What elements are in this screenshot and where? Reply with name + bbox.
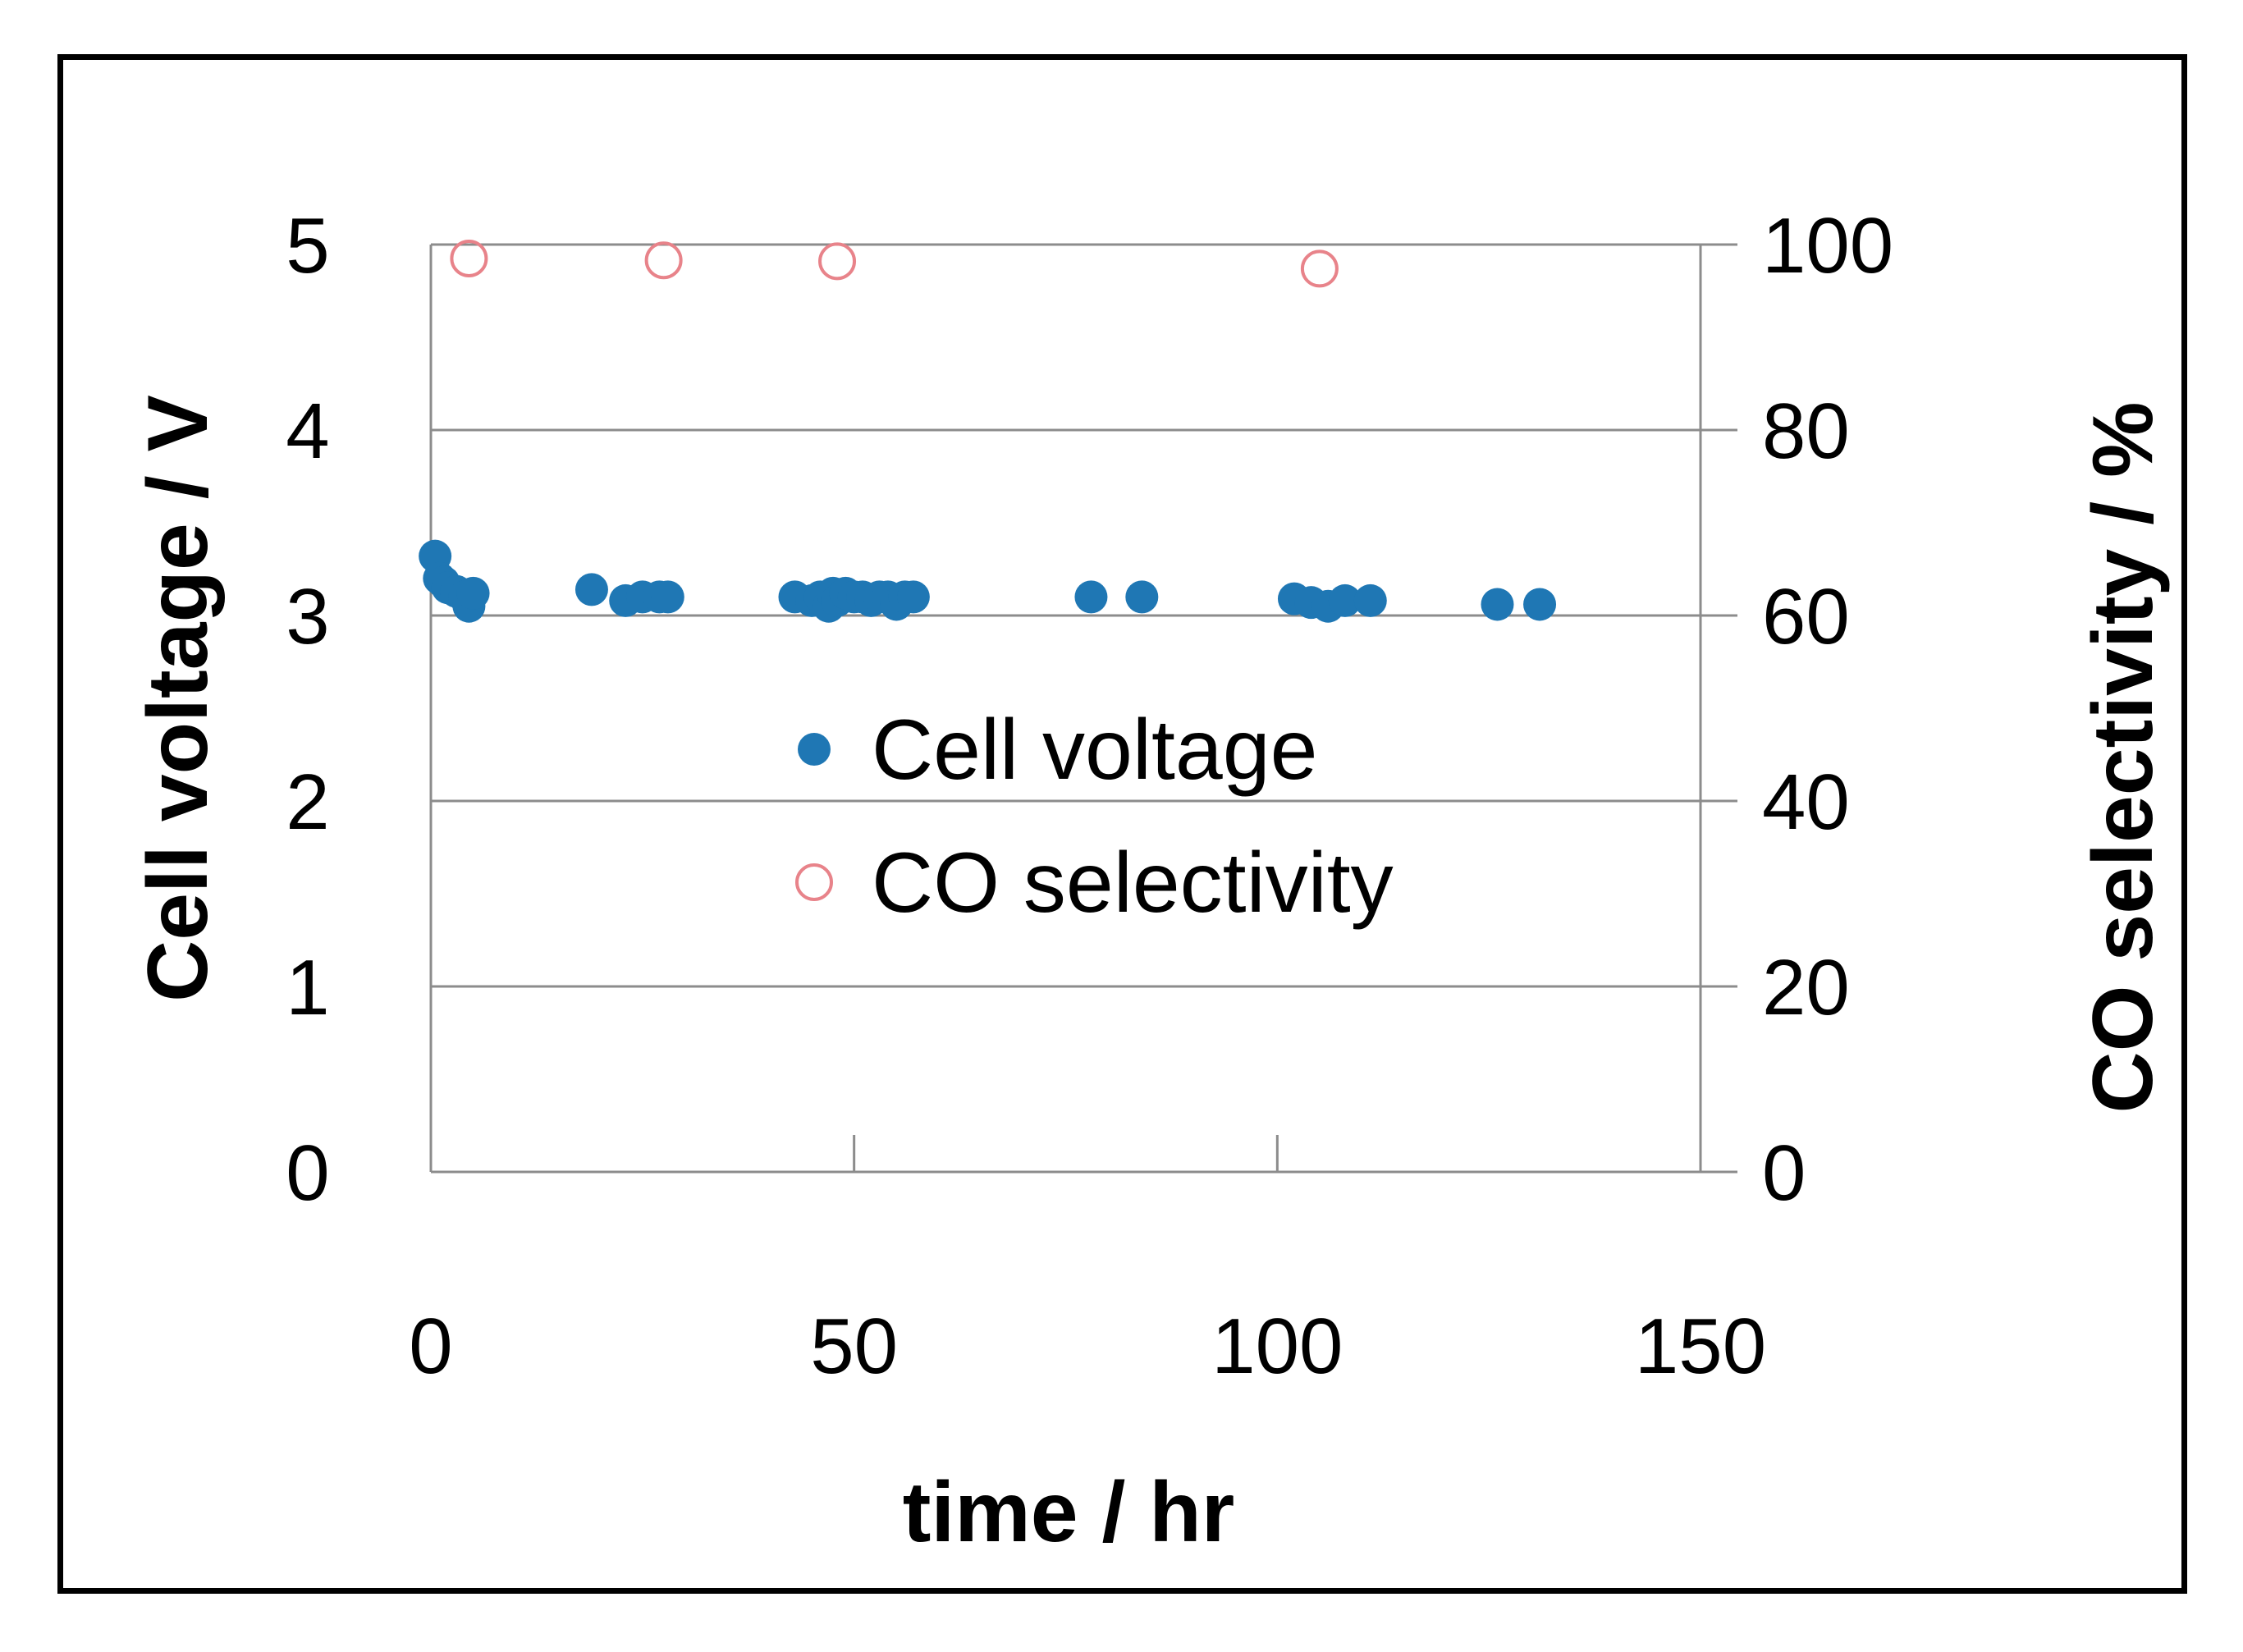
y-tick-label-5: 5 — [286, 202, 329, 290]
co-selectivity-point-3 — [1300, 249, 1339, 288]
y-tick-label-3: 3 — [286, 573, 329, 661]
left-axis-ticks: 0 1 2 3 4 5 — [286, 202, 329, 1217]
legend-marker-co-selectivity — [795, 863, 833, 901]
legend: Cell voltage CO selectivity — [795, 702, 1394, 931]
y2-tick-label-0: 0 — [1762, 1129, 1806, 1217]
x-tick-label-150: 150 — [1635, 1302, 1766, 1390]
y-tick-label-2: 2 — [286, 758, 329, 846]
co-selectivity-point-2 — [818, 242, 857, 281]
right-axis-ticks: 0 20 40 60 80 100 — [1762, 202, 1893, 1217]
y-tick-label-0: 0 — [286, 1129, 329, 1217]
cell-voltage-point-33 — [1328, 583, 1362, 617]
cell-voltage-point-12 — [651, 580, 684, 614]
y2-tick-label-100: 100 — [1762, 202, 1893, 290]
legend-marker-cell-voltage — [798, 733, 831, 766]
cell-voltage-point-29 — [1125, 580, 1159, 614]
co-selectivity-point-0 — [450, 239, 488, 277]
y-tick-label-1: 1 — [286, 944, 329, 1032]
cell-voltage-point-34 — [1353, 583, 1387, 617]
cell-voltage-point-27 — [896, 580, 930, 614]
y2-tick-label-20: 20 — [1762, 944, 1850, 1032]
y-axis-title-right: CO selectivity / % — [2076, 401, 2171, 1113]
points-layer — [419, 239, 1557, 623]
cell-voltage-point-35 — [1481, 588, 1514, 621]
x-tick-label-0: 0 — [409, 1302, 452, 1390]
x-tick-label-50: 50 — [810, 1302, 898, 1390]
x-tick-label-100: 100 — [1211, 1302, 1343, 1390]
cell-voltage-point-28 — [1074, 580, 1108, 614]
cell-voltage-point-36 — [1523, 588, 1557, 621]
axis-layer — [429, 245, 1702, 1174]
y2-tick-label-80: 80 — [1762, 387, 1850, 475]
x-axis-ticks: 0 50 100 150 — [409, 1302, 1766, 1390]
y-tick-label-4: 4 — [286, 387, 329, 475]
y2-tick-label-40: 40 — [1762, 758, 1850, 846]
x-axis-title: time / hr — [903, 1465, 1235, 1560]
legend-label-cell-voltage: Cell voltage — [872, 702, 1317, 798]
y-axis-title-left: Cell voltage / V — [130, 395, 226, 1002]
co-selectivity-point-1 — [644, 241, 683, 280]
legend-label-co-selectivity: CO selectivity — [872, 835, 1394, 931]
cell-voltage-point-7 — [456, 576, 490, 610]
cell-voltage-point-8 — [574, 573, 608, 606]
y2-tick-label-60: 60 — [1762, 573, 1850, 661]
